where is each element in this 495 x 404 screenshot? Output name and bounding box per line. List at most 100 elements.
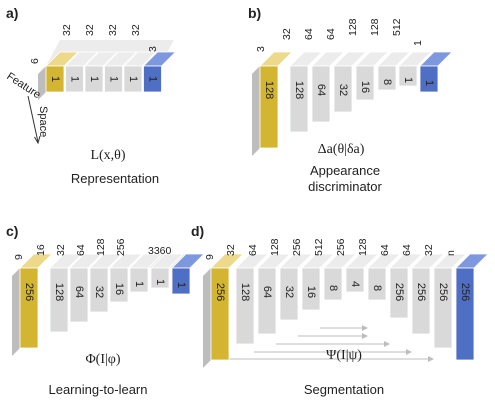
panel-d-block-0 [210, 253, 244, 361]
panel-c-block-7 [171, 253, 205, 295]
panel-a-block-0 [45, 51, 79, 93]
panel-d-block-3 [279, 253, 313, 321]
panel-b-end-label: 1 [412, 40, 424, 46]
panel-d-left-dim: 9 [204, 254, 216, 260]
panel-c-top-label-4: 256 [115, 238, 127, 256]
panel-d-top-label-2: 128 [269, 238, 281, 256]
panel-c-block-1 [49, 253, 83, 333]
panel-a-top-label-0: 32 [61, 24, 73, 36]
panel-b-block-0 [259, 51, 293, 149]
panel-b-top-label-1: 64 [303, 28, 315, 40]
panel-b-block-6 [398, 51, 432, 87]
panel-c-block-4 [109, 253, 143, 303]
panel-d-block-9-face [411, 267, 431, 335]
panel-d-block-7 [367, 253, 401, 301]
panel-a-block-3 [103, 51, 138, 93]
panel-d-block-5 [323, 253, 357, 301]
panel-c-formula: Φ(I|φ) [85, 352, 120, 367]
panel-d-face-value-4: 16 [305, 286, 317, 298]
panel-a-face-value-2: 1 [88, 76, 100, 82]
panel-b-network: 128 128 64 32 16 8 1 1 3 32 64 64 128 128 512 1 [252, 18, 453, 156]
panel-a-face-value-0: 1 [49, 76, 61, 82]
panel-b-face-value-2: 64 [315, 84, 327, 96]
panel-c-block-5-face [129, 267, 149, 293]
panel-d-top-label-1: 64 [247, 244, 259, 256]
panel-d-face-value-1: 128 [239, 283, 251, 301]
panel-d-label: d) [191, 223, 204, 239]
panel-d-block-11 [455, 253, 489, 361]
panel-d-face-value-9: 256 [415, 283, 427, 301]
panel-d-block-8-face [389, 267, 409, 319]
panel-d-skip-connections [229, 325, 434, 362]
space-axis-arrowhead [34, 135, 41, 145]
panel-c-block-2-face [69, 267, 89, 323]
panel-c-block-7-face [171, 267, 191, 295]
panel-c-face-value-1: 128 [53, 283, 65, 301]
panel-d-formula: Ψ(I|ψ) [326, 348, 362, 363]
panel-d-block-6 [345, 253, 379, 293]
panel-c-left-dim: 9 [13, 254, 25, 260]
panel-c-face-value-2: 64 [73, 286, 85, 298]
space-axis-arrow [27, 95, 39, 143]
panel-b-top-label-4: 128 [369, 18, 381, 36]
panel-c-block-6 [150, 253, 184, 289]
panel-a-block-4 [123, 51, 157, 93]
panel-a-block-5 [142, 51, 177, 93]
panel-c-block-0-face [19, 267, 39, 349]
panel-c-block-3 [89, 253, 123, 313]
panel-c-block-5 [129, 253, 163, 293]
panel-c-block-3-face [89, 267, 109, 313]
panel-a-caption: Representation [71, 171, 159, 186]
panel-b-block-4-face [355, 65, 375, 101]
panel-d-block-0-face [210, 267, 230, 361]
panel-c-top-label-1: 32 [55, 244, 67, 256]
panel-d-face-value-2: 64 [261, 286, 273, 298]
space-axis-label: Space [37, 106, 49, 137]
panel-c-block-1-face [49, 267, 69, 333]
panel-a-face-value-3: 1 [108, 76, 120, 82]
panel-c-block-4-face [109, 267, 129, 303]
panel-d-caption: Segmentation [304, 382, 384, 397]
panel-a-formula: L(x,θ) [90, 148, 125, 163]
panel-b-label: b) [248, 5, 261, 21]
panel-d-block-2 [257, 253, 291, 335]
panel-c-face-value-0: 256 [23, 283, 35, 301]
panel-c-face-value-3: 32 [93, 286, 105, 298]
panel-d-block-2-face [257, 267, 277, 335]
panel-d-block-8 [389, 253, 423, 319]
panel-c-face-value-5: 1 [133, 281, 145, 287]
panel-d-face-value-8: 256 [393, 283, 405, 301]
panel-c-side-wall [12, 268, 20, 356]
panel-d-block-1 [235, 253, 269, 345]
panel-a-block-0-face [45, 65, 65, 93]
panel-d-top-label-10: n [445, 250, 457, 256]
panel-a-block-5-face [143, 65, 162, 93]
panel-b-block-2-face [311, 65, 331, 123]
panel-a-face-value-5: 1 [147, 76, 159, 82]
panel-d-top-label-6: 128 [357, 238, 369, 256]
panel-c-top-label-2: 64 [75, 244, 87, 256]
panel-b-caption-line2: discriminator [308, 179, 382, 194]
panel-d-top-label-5: 256 [335, 238, 347, 256]
panel-d-block-7-face [367, 267, 387, 301]
panel-c-label: c) [6, 223, 18, 239]
panel-d-face-value-6: 4 [349, 281, 361, 287]
panel-d-top-label-8: 64 [401, 244, 413, 256]
panel-c-block-0 [19, 253, 53, 349]
panel-a-block-3-face [104, 65, 123, 93]
panel-d-block-9 [411, 253, 445, 335]
panel-d-face-value-3: 32 [283, 286, 295, 298]
panel-a-left-dim: 6 [29, 58, 41, 64]
panel-c-block-2 [69, 253, 103, 323]
panel-b-formula: Δa(θ|δa) [318, 142, 365, 157]
panel-b-left-dim: 3 [255, 46, 267, 52]
panel-b-block-4 [355, 51, 389, 101]
panel-d-top-label-0: 32 [225, 244, 237, 256]
panel-c-caption: Learning-to-learn [48, 382, 147, 397]
panel-b-face-value-4: 16 [359, 81, 371, 93]
panel-c-face-value-7: 1 [175, 282, 187, 288]
panel-b: b) 128 128 64 32 16 8 1 1 3 32 64 64 128 128 512 1 Δa(θ… [248, 5, 453, 194]
panel-a-top-label-3: 32 [130, 24, 142, 36]
panel-b-top-label-5: 512 [391, 18, 403, 36]
